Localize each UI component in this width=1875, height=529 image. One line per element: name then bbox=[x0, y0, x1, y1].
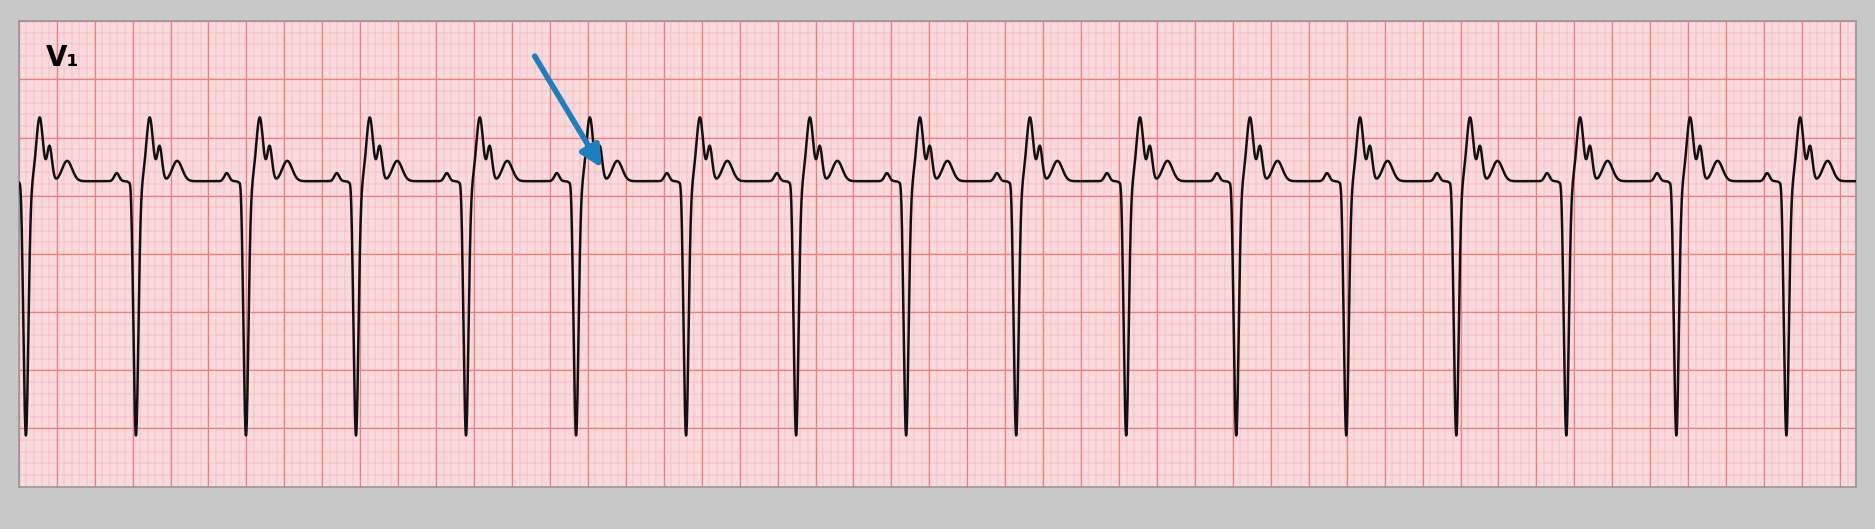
Text: V₁: V₁ bbox=[47, 44, 81, 72]
